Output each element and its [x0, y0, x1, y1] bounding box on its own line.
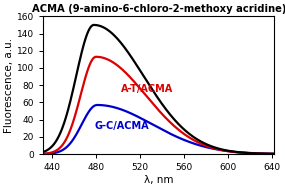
Title: ACMA (9-amino-6-chloro-2-methoxy acridine): ACMA (9-amino-6-chloro-2-methoxy acridin… — [32, 4, 285, 14]
Text: A-T/ACMA: A-T/ACMA — [121, 84, 174, 94]
Y-axis label: Fluorescence, a.u.: Fluorescence, a.u. — [4, 38, 14, 133]
Text: G-C/ACMA: G-C/ACMA — [95, 121, 150, 131]
X-axis label: λ, nm: λ, nm — [144, 175, 174, 185]
